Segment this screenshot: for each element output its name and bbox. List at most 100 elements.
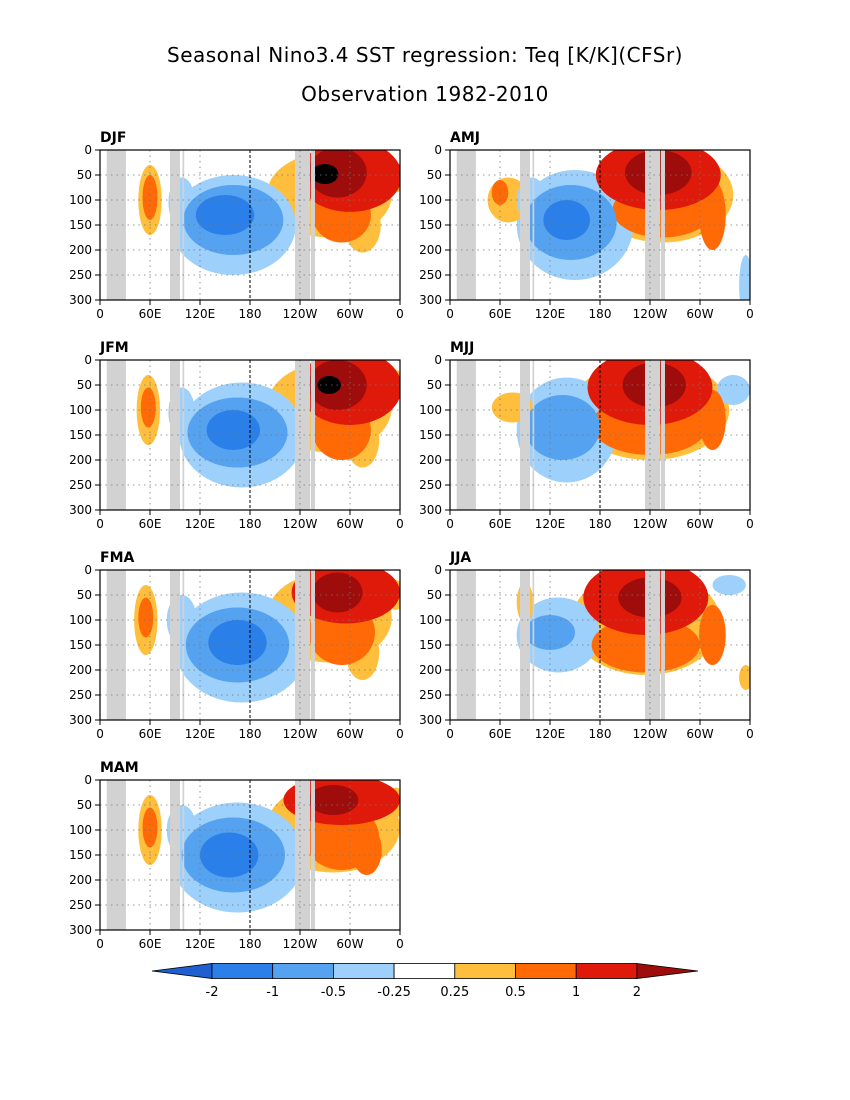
y-tick-label: 0 <box>84 563 92 577</box>
y-tick-label: 100 <box>69 613 92 627</box>
x-tick-label: 120E <box>535 517 566 531</box>
land-mask <box>520 570 530 720</box>
x-tick-label: 60E <box>489 727 512 741</box>
panel-label: JJA <box>449 550 471 566</box>
x-tick-label: 60E <box>489 307 512 321</box>
x-tick-label: 120E <box>185 517 216 531</box>
land-mask <box>170 780 180 930</box>
y-tick-label: 50 <box>427 588 442 602</box>
x-tick-label: 60E <box>139 727 162 741</box>
x-tick-label: 60E <box>139 937 162 951</box>
land-mask <box>295 360 310 510</box>
x-tick-label: 60W <box>686 517 713 531</box>
regression-blob <box>142 175 158 220</box>
land-mask <box>660 570 665 720</box>
x-tick-label: 180 <box>239 727 262 741</box>
regression-blob <box>195 195 255 235</box>
colorbar-label: 1 <box>572 985 580 1000</box>
y-tick-label: 0 <box>84 143 92 157</box>
land-mask <box>310 360 315 510</box>
x-tick-label: 120E <box>535 727 566 741</box>
x-tick-label: 60E <box>139 307 162 321</box>
regression-blob <box>525 395 600 460</box>
x-tick-label: 0 <box>96 307 104 321</box>
colorbar-label: -0.25 <box>377 985 411 1000</box>
y-tick-label: 250 <box>69 688 92 702</box>
y-tick-label: 0 <box>84 353 92 367</box>
land-mask <box>295 570 310 720</box>
land-mask <box>645 150 660 300</box>
y-tick-label: 300 <box>419 713 442 727</box>
colorbar-segment <box>454 963 516 979</box>
regression-blob <box>312 572 363 613</box>
panels: DJF 0 60E 120E 180 120W 60W 0 0 50 100 150 200 250 300… <box>69 130 754 951</box>
panel-label: JFM <box>99 340 129 356</box>
colorbar: -2 -1 -0.5 -0.25 0.25 0.5 1 2 <box>151 963 699 1000</box>
land-mask <box>660 360 665 510</box>
x-tick-label: 0 <box>446 727 454 741</box>
y-tick-label: 100 <box>69 193 92 207</box>
y-tick-label: 300 <box>69 713 92 727</box>
x-tick-label: 60W <box>336 307 363 321</box>
panel-mjj: MJJ 0 60E 120E 180 120W 60W 0 0 50 100 150 200 250 300 <box>419 340 754 531</box>
y-tick-label: 100 <box>419 193 442 207</box>
land-mask <box>295 780 310 930</box>
land-mask <box>106 570 126 720</box>
x-tick-label: 60W <box>686 307 713 321</box>
land-mask <box>310 780 315 930</box>
colorbar-extend-high <box>636 963 699 979</box>
land-mask <box>310 150 315 300</box>
plot-area <box>100 570 400 720</box>
regression-blob <box>311 164 339 184</box>
y-tick-label: 200 <box>69 243 92 257</box>
regression-blob <box>543 200 590 240</box>
x-tick-label: 120W <box>633 517 668 531</box>
land-mask <box>645 360 660 510</box>
plot-area <box>100 360 400 510</box>
x-tick-label: 0 <box>746 307 754 321</box>
x-tick-label: 0 <box>396 727 404 741</box>
panel-label: FMA <box>100 550 134 566</box>
regression-blob <box>208 620 267 665</box>
y-tick-label: 300 <box>69 923 92 937</box>
colorbar-segment <box>575 963 638 979</box>
panel-label: MJJ <box>450 340 474 356</box>
y-tick-label: 50 <box>77 798 92 812</box>
y-tick-label: 150 <box>419 218 442 232</box>
panel-mam: MAM 0 60E 120E 180 120W 60W 0 0 50 100 150 200 250 300 <box>69 760 404 951</box>
x-tick-label: 120E <box>185 307 216 321</box>
colorbar-segment <box>393 963 456 979</box>
y-tick-label: 200 <box>69 873 92 887</box>
y-tick-label: 150 <box>69 428 92 442</box>
x-tick-label: 0 <box>96 727 104 741</box>
x-tick-label: 0 <box>396 517 404 531</box>
x-tick-label: 0 <box>396 307 404 321</box>
land-mask <box>645 570 660 720</box>
colorbar-label: 2 <box>633 985 641 1000</box>
y-tick-label: 200 <box>419 243 442 257</box>
panel-label: AMJ <box>450 130 480 146</box>
x-tick-label: 0 <box>746 517 754 531</box>
land-mask <box>106 780 126 930</box>
regression-blob <box>140 387 156 428</box>
panel-label: MAM <box>100 760 139 776</box>
x-tick-label: 60W <box>336 727 363 741</box>
y-tick-label: 250 <box>419 478 442 492</box>
colorbar-extend-low <box>151 963 213 979</box>
land-mask <box>170 570 180 720</box>
y-tick-label: 100 <box>69 823 92 837</box>
land-mask <box>456 570 476 720</box>
y-tick-label: 300 <box>419 293 442 307</box>
y-tick-label: 0 <box>434 563 442 577</box>
land-mask <box>170 150 180 300</box>
x-tick-label: 60W <box>336 937 363 951</box>
y-tick-label: 300 <box>69 503 92 517</box>
colorbar-label: 0.5 <box>505 985 526 1000</box>
plot-area <box>100 780 400 930</box>
colorbar-segment <box>211 963 274 979</box>
colorbar-label: -1 <box>266 985 279 1000</box>
regression-blob <box>308 785 359 815</box>
x-tick-label: 180 <box>589 517 612 531</box>
y-tick-label: 300 <box>69 293 92 307</box>
